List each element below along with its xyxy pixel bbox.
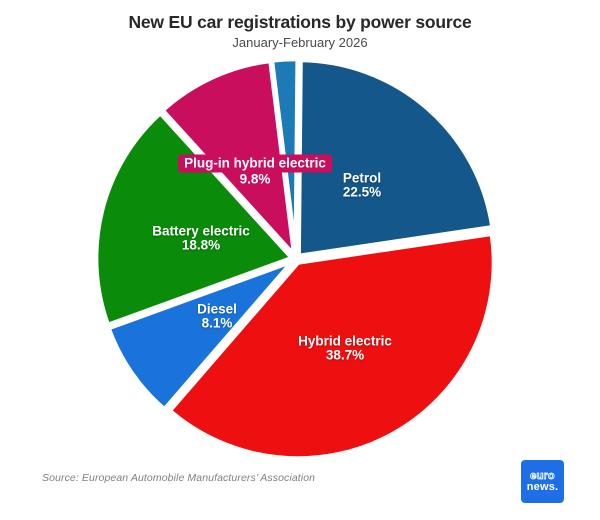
euronews-logo: euro news.	[521, 460, 564, 503]
pie-slice-diesel	[106, 259, 295, 412]
chart-header: New EU car registrations by power source…	[0, 12, 600, 51]
chart-subtitle: January-February 2026	[232, 35, 368, 50]
chart-title: New EU car registrations by power source	[128, 12, 472, 32]
euronews-logo-line1: euro	[530, 470, 555, 482]
pie-slice-hybrid-electric	[167, 231, 497, 461]
euronews-logo-line2: news.	[526, 480, 559, 493]
pie-slice-battery-electric	[93, 110, 295, 328]
pie-slice-petrol	[296, 57, 495, 259]
source-note: Source: European Automobile Manufacturer…	[42, 472, 316, 484]
